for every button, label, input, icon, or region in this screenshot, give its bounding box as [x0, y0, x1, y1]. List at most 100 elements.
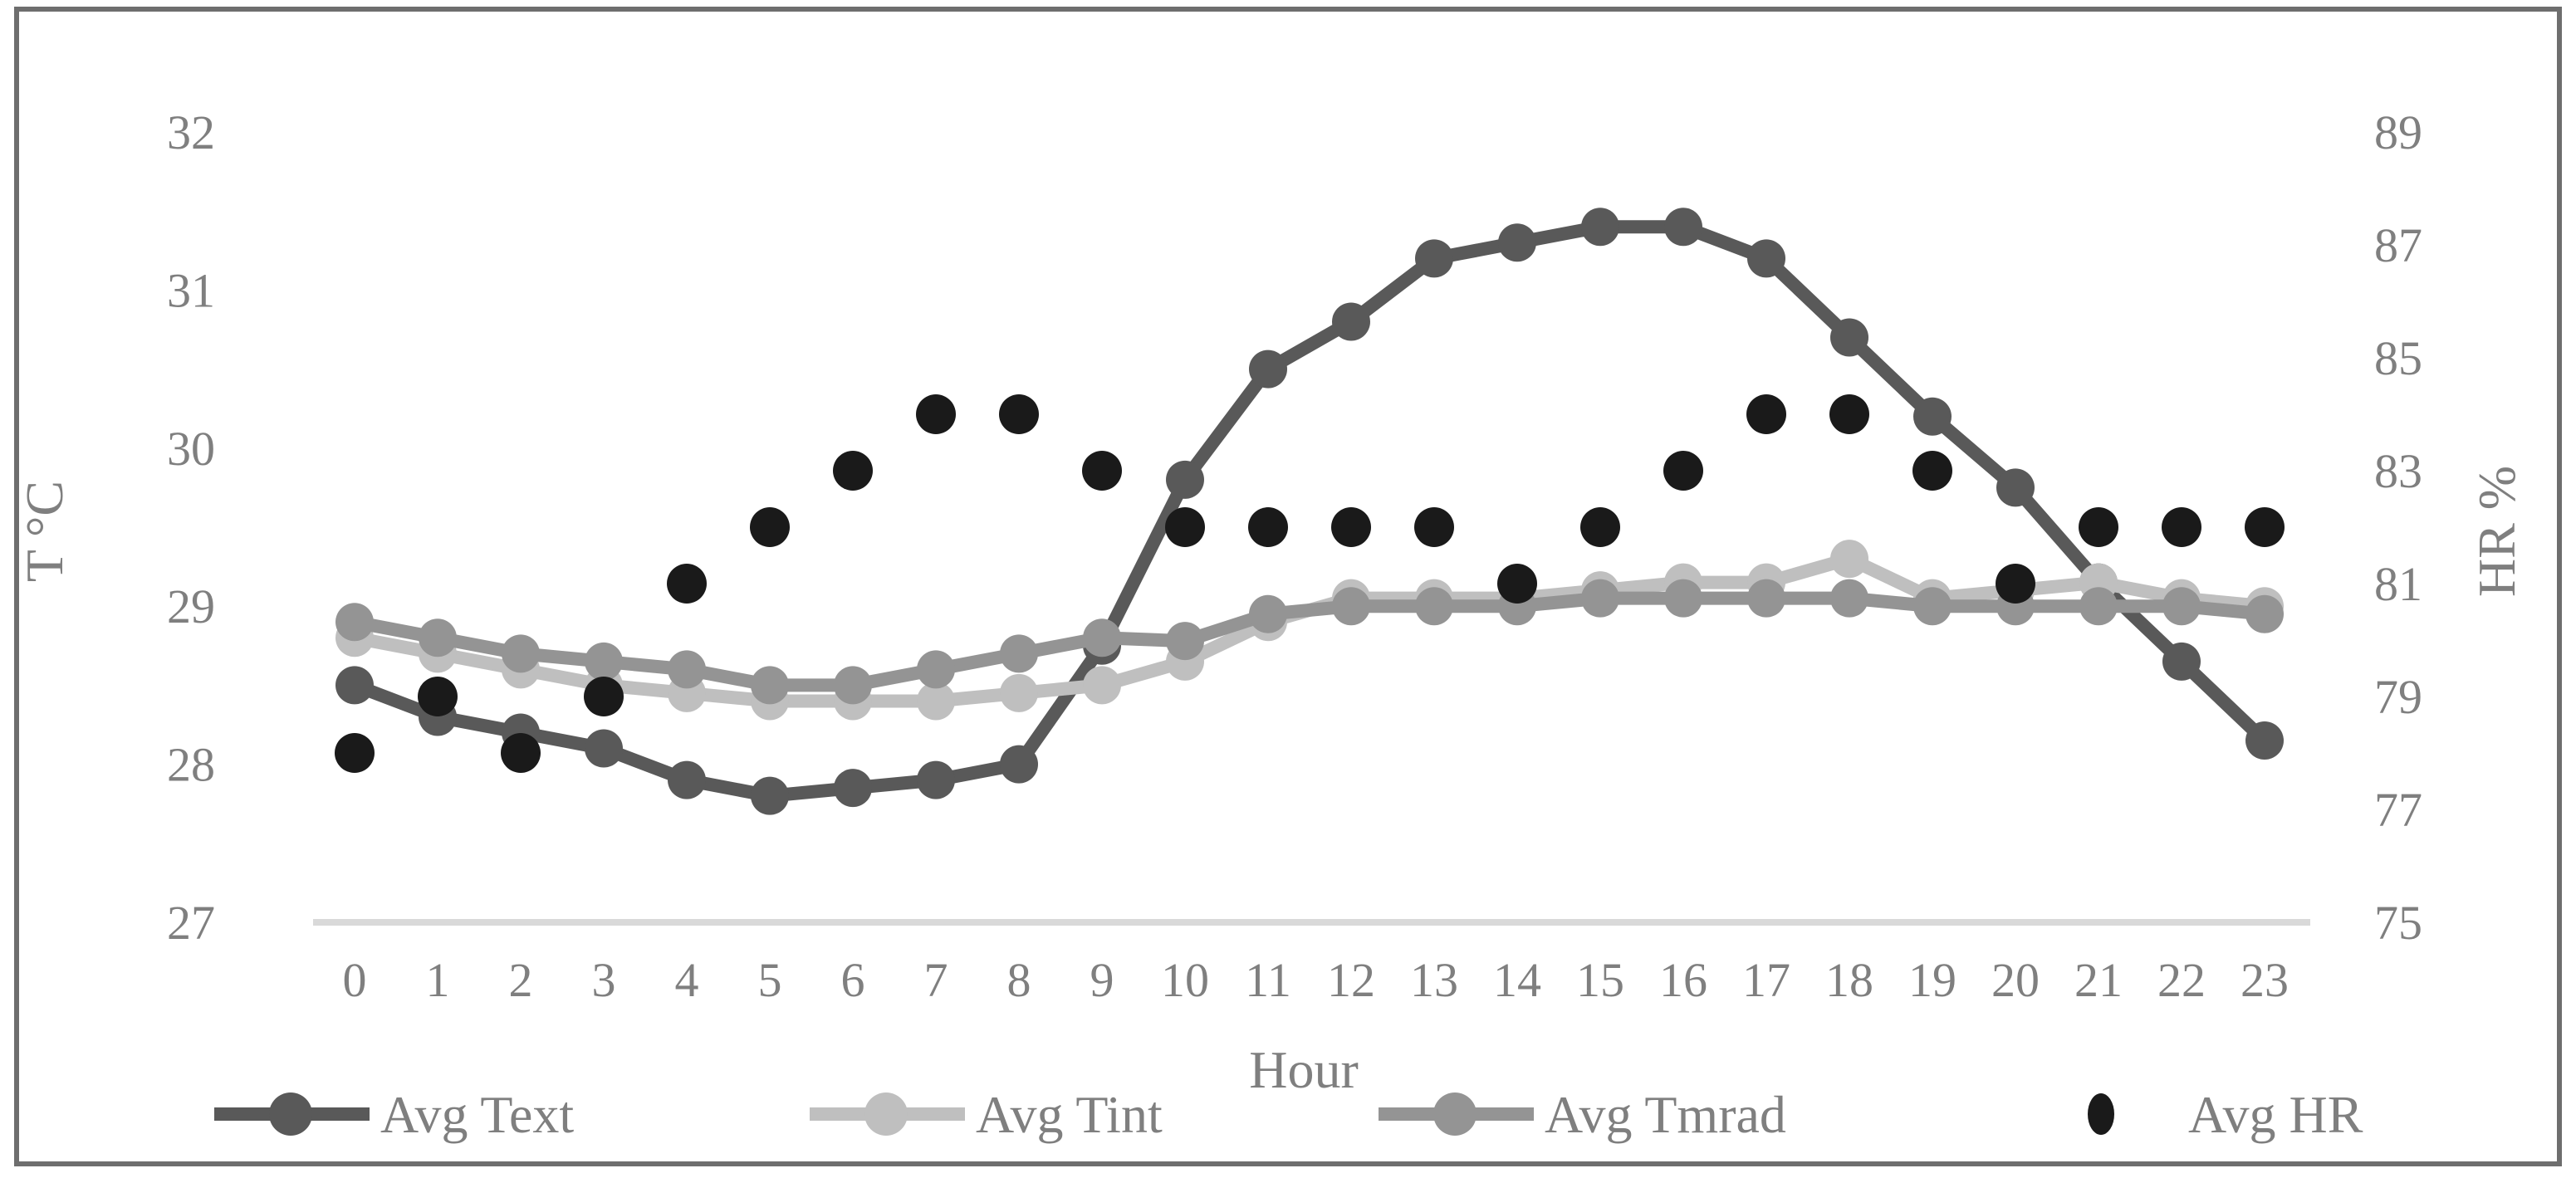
series-avg-text-marker: [1415, 239, 1453, 278]
legend-avg-tint-marker: [864, 1092, 908, 1136]
series-avg-tmrad-marker: [1166, 622, 1204, 661]
figure-border: [14, 7, 2562, 1166]
x-tick-label: 18: [1825, 953, 1873, 1007]
y-right-tick-label: 77: [2374, 783, 2422, 837]
x-tick-label: 21: [2074, 953, 2123, 1007]
series-avg-hr-dot: [501, 733, 541, 773]
x-tick-label: 13: [1410, 953, 1458, 1007]
legend-avg-text-label: Avg Text: [380, 1085, 574, 1144]
y-left-tick-label: 31: [167, 263, 215, 317]
series-avg-tint-marker: [1083, 666, 1121, 705]
x-tick-label: 23: [2241, 953, 2289, 1007]
y-right-tick-label: 81: [2374, 557, 2422, 611]
y-left-tick-label: 30: [167, 422, 215, 476]
x-tick-label: 16: [1659, 953, 1707, 1007]
series-avg-hr-dot: [418, 677, 458, 716]
series-avg-tint-marker: [917, 682, 955, 721]
series-avg-tmrad-marker: [668, 650, 706, 689]
series-avg-tmrad-marker: [1913, 587, 1952, 626]
series-avg-text-marker: [335, 666, 374, 705]
series-avg-tint-marker: [1000, 673, 1038, 712]
series-avg-tmrad-marker: [585, 642, 623, 681]
series-avg-tmrad-marker: [335, 603, 374, 642]
x-tick-label: 22: [2157, 953, 2206, 1007]
series-avg-tmrad-marker: [1332, 587, 1370, 626]
series-avg-text-marker: [2245, 721, 2284, 760]
legend-avg-tmrad-marker: [1433, 1092, 1477, 1136]
series-avg-hr-dot: [1746, 394, 1786, 434]
x-tick-label: 14: [1493, 953, 1541, 1007]
series-avg-hr-dot: [1248, 507, 1288, 547]
series-avg-text-marker: [1996, 468, 2035, 507]
series-avg-hr-dot: [1580, 507, 1620, 547]
y-left-tick-label: 29: [167, 579, 215, 633]
series-avg-hr-dot: [750, 507, 790, 547]
y-right-tick-label: 85: [2374, 331, 2422, 385]
x-tick-label: 3: [592, 953, 616, 1007]
series-avg-hr-dot: [833, 451, 873, 491]
series-avg-tmrad-marker: [1083, 618, 1121, 657]
x-tick-label: 20: [1991, 953, 2040, 1007]
y-left-tick-label: 27: [167, 896, 215, 950]
x-tick-label: 1: [426, 953, 450, 1007]
series-avg-text-marker: [1000, 745, 1038, 784]
series-avg-hr-dot: [584, 677, 624, 716]
y-right-tick-label: 79: [2374, 670, 2422, 724]
legend-avg-hr-marker: [2088, 1093, 2114, 1135]
series-avg-tmrad-marker: [419, 618, 457, 657]
series-avg-tmrad-marker: [1664, 579, 1702, 618]
x-tick-label: 4: [675, 953, 699, 1007]
series-avg-hr-dot: [1497, 564, 1537, 604]
x-tick-label: 2: [509, 953, 533, 1007]
series-avg-text-marker: [585, 729, 623, 768]
series-avg-tmrad-line: [353, 591, 2265, 692]
series-avg-text-marker: [1830, 318, 1868, 357]
series-avg-hr-dot: [2079, 507, 2118, 547]
series-avg-text-marker: [1581, 208, 1619, 247]
y-right-tick-label: 87: [2374, 218, 2422, 272]
y-left-tick-label: 32: [167, 105, 215, 159]
series-avg-hr-dot: [335, 733, 375, 773]
x-tick-label: 12: [1327, 953, 1375, 1007]
x-tick-label: 0: [343, 953, 367, 1007]
x-tick-label: 5: [758, 953, 782, 1007]
series-avg-tmrad-marker: [502, 634, 540, 673]
series-avg-text-marker: [1747, 239, 1785, 278]
x-axis-title: Hour: [1249, 1040, 1359, 1099]
series-avg-text-marker: [668, 760, 706, 799]
series-avg-text-marker: [1249, 349, 1287, 389]
series-avg-tmrad-marker: [1581, 579, 1619, 618]
x-tick-label: 17: [1742, 953, 1790, 1007]
series-avg-hr-dot: [916, 394, 956, 434]
series-avg-hr-dot: [1414, 507, 1454, 547]
series-avg-text-marker: [1166, 460, 1204, 499]
x-tick-label: 15: [1576, 953, 1624, 1007]
series-avg-hr-dot: [667, 564, 707, 604]
series-avg-hr-dot: [2162, 507, 2201, 547]
series-avg-tmrad-marker: [1415, 587, 1453, 626]
series-avg-text-marker: [751, 776, 789, 815]
series-avg-hr-dot: [1165, 507, 1205, 547]
series-avg-tmrad-marker: [1000, 634, 1038, 673]
x-tick-label: 19: [1908, 953, 1956, 1007]
y-right-axis-title: HR %: [2467, 466, 2526, 597]
legend-avg-tmrad-label: Avg Tmrad: [1545, 1085, 1786, 1144]
legend-avg-text-marker: [269, 1092, 312, 1136]
series-avg-tmrad-marker: [1830, 579, 1868, 618]
series-avg-hr-dot: [1663, 451, 1703, 491]
y-left-tick-label: 28: [167, 738, 215, 792]
series-avg-tmrad-marker: [2162, 587, 2201, 626]
x-tick-label: 8: [1007, 953, 1031, 1007]
series-avg-tint-marker: [1830, 540, 1868, 579]
x-tick-label: 9: [1090, 953, 1114, 1007]
series-avg-text-marker: [1913, 397, 1952, 436]
series-avg-text-marker: [1498, 223, 1536, 262]
series-avg-hr-dot: [1996, 564, 2035, 604]
series-avg-hr-dot: [1829, 394, 1869, 434]
series-avg-tmrad-marker: [2245, 594, 2284, 633]
y-right-tick-label: 75: [2374, 896, 2422, 950]
series-avg-tmrad-marker: [917, 650, 955, 689]
y-right-tick-label: 89: [2374, 105, 2422, 159]
